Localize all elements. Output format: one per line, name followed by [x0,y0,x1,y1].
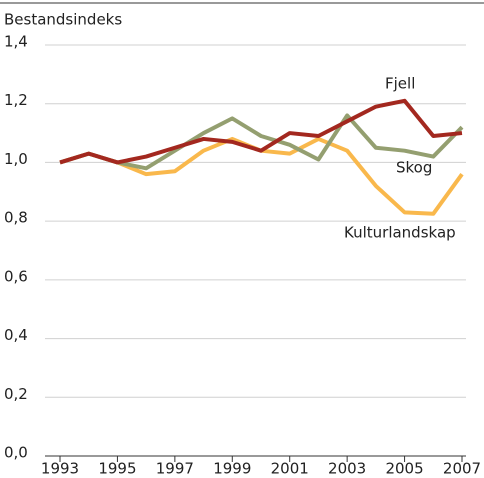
y-tick-label: 0,0 [4,444,28,462]
x-tick-label: 2005 [385,460,423,478]
y-tick-label: 0,6 [4,267,28,285]
series-label: Skog [396,159,432,177]
y-tick-label: 0,8 [4,209,28,227]
x-tick-label: 1997 [156,460,194,478]
y-axis-label: Bestandsindeks [4,11,122,29]
x-tick-label: 1995 [98,460,136,478]
series-line [59,113,464,171]
x-tick-label: 2001 [271,460,309,478]
x-tick-label: 2003 [328,460,366,478]
y-tick-label: 1,4 [4,33,28,51]
x-tick-label: 1993 [41,460,79,478]
series-label: Kulturlandskap [344,224,456,242]
y-tick-label: 1,2 [4,91,28,109]
x-tick-label: 2007 [443,460,481,478]
series-line [59,98,463,165]
x-tick-label: 1999 [213,460,251,478]
y-tick-label: 1,0 [4,150,28,168]
y-tick-label: 0,2 [4,385,28,403]
series-label: Fjell [385,75,415,93]
y-tick-label: 0,4 [4,326,28,344]
